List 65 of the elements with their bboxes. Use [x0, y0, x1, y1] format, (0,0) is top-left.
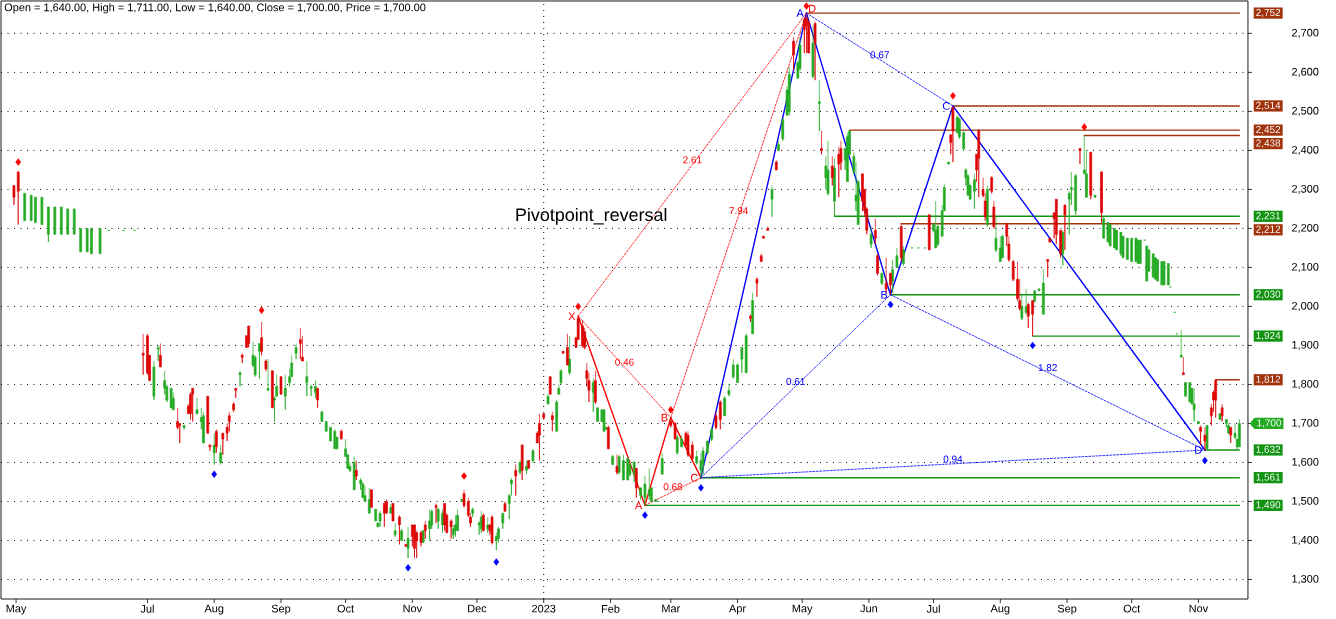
data-label: D	[1195, 446, 1202, 454]
y-tick-label: 1,300	[1292, 574, 1319, 585]
x-tick-label: Jul	[140, 604, 154, 613]
series-label: 1,924	[1256, 331, 1281, 341]
x-tick-label: 2023	[532, 604, 556, 613]
x-tick-label: Apr	[729, 604, 746, 615]
series-label: 0.94	[943, 455, 963, 463]
series-label: 2.61	[683, 156, 702, 164]
chart-title: Open = 1,640.00, High = 1,711.00, Low = 1,640.00, Close = 1,700.00, Price = 1,700.00	[4, 3, 426, 14]
y-tick-label: 2,600	[1292, 67, 1319, 77]
y-tick-label: 2,200	[1292, 223, 1319, 233]
x-tick-label: Dec	[468, 604, 487, 613]
data-label: A	[796, 9, 804, 17]
y-tick-label: 2,400	[1292, 145, 1319, 155]
x-tick-label: Nov	[403, 604, 423, 613]
x-tick-label: Jun	[860, 604, 878, 613]
data-label: D	[809, 4, 816, 13]
x-tick-label: Aug	[990, 604, 1010, 615]
x-tick-label: Sep	[271, 604, 291, 615]
x-tick-label: Aug	[204, 604, 224, 615]
series-label: 2,231	[1256, 212, 1281, 221]
series-label: 0.67	[870, 51, 889, 59]
y-tick-label: 2,700	[1292, 28, 1319, 38]
series-label: 1,490	[1256, 501, 1281, 510]
y-tick-label: 2,000	[1292, 301, 1319, 311]
x-tick-label: Oct	[1123, 604, 1141, 613]
data-label: A	[634, 501, 643, 510]
y-tick-label: 2,500	[1292, 106, 1319, 116]
data-label: B	[881, 290, 888, 299]
x-tick-label: May	[6, 604, 27, 615]
series-label: 0.61	[786, 377, 805, 385]
series-label: 0.46	[615, 358, 634, 366]
x-tick-label: Feb	[601, 604, 620, 613]
y-tick-label: 1,800	[1292, 379, 1319, 389]
series-label: 2,752	[1256, 8, 1281, 18]
x-tick-label: Mar	[662, 604, 681, 613]
data-label: X	[568, 312, 576, 320]
x-tick-label: Jul	[926, 604, 940, 613]
series-label: 1.82	[1038, 364, 1057, 372]
x-tick-label: Nov	[1189, 604, 1209, 613]
y-tick-label: 1,900	[1292, 340, 1319, 350]
series-label: 2,452	[1256, 126, 1281, 135]
y-tick-label: 1,700	[1292, 418, 1319, 428]
series-label: 1,561	[1256, 473, 1281, 482]
series-label: 0.68	[663, 483, 683, 491]
y-tick-label: 1,600	[1292, 457, 1319, 467]
x-tick-label: Oct	[337, 604, 355, 613]
y-tick-label: 1,400	[1292, 535, 1319, 546]
data-label: B	[661, 413, 668, 422]
y-tick-label: 2,300	[1292, 184, 1319, 194]
y-tick-label: 2,100	[1292, 262, 1319, 272]
series-label: 1,812	[1256, 375, 1281, 384]
annotation: Pivotpoint_reversal	[516, 207, 667, 225]
series-label: 7.94	[729, 207, 749, 215]
series-label: 1,632	[1256, 445, 1281, 455]
series-label: 2,514	[1256, 101, 1281, 111]
series-label: 2,212	[1256, 225, 1281, 234]
text: 1,700	[1257, 419, 1282, 428]
series-label: 2,438	[1256, 139, 1281, 148]
series-label: 2,030	[1256, 290, 1281, 299]
data-label: C	[690, 473, 698, 482]
x-tick-label: Sep	[1057, 604, 1077, 615]
x-tick-label: May	[792, 604, 813, 615]
y-tick-label: 1,500	[1292, 496, 1319, 507]
data-label: C	[942, 102, 950, 110]
